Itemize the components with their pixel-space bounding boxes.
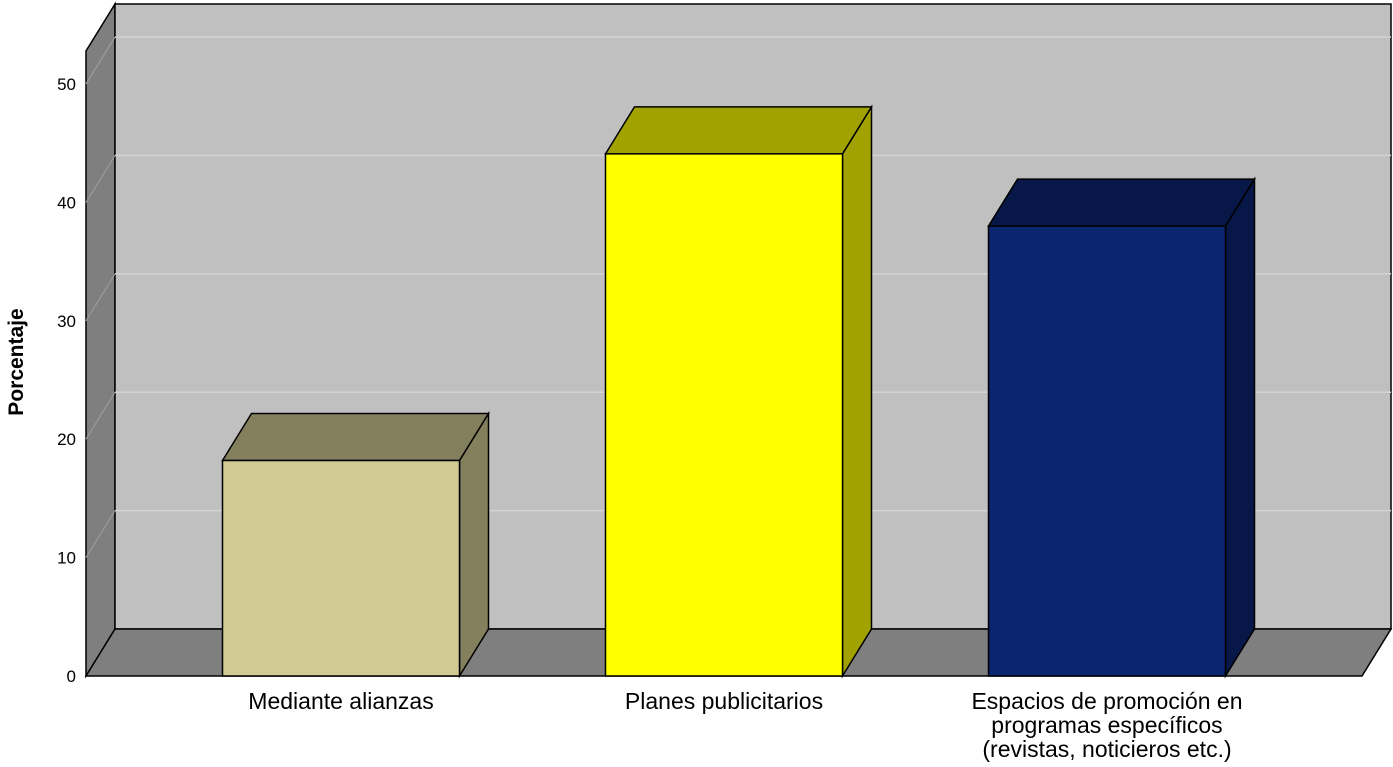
bars [221, 104, 1256, 679]
bar-top [604, 106, 873, 155]
side-grid-line [85, 36, 116, 85]
x-axis: Mediante alianzas Planes publicitarios Esp… [248, 688, 1242, 762]
side-grid-line [85, 391, 116, 440]
x-tick-label: Mediante alianzas [248, 688, 433, 714]
y-tick-label: 30 [57, 312, 76, 331]
bar-side [841, 104, 873, 679]
bar-side [1224, 176, 1256, 679]
bar-front [604, 153, 844, 677]
y-tick-label: 20 [57, 430, 76, 449]
bar [987, 176, 1256, 679]
side-grid-line [85, 155, 116, 203]
y-tick-label: 0 [67, 667, 76, 686]
bar-top [221, 412, 490, 462]
bar [221, 410, 490, 679]
y-axis-title: Porcentaje [5, 308, 28, 415]
bar-front [221, 459, 461, 677]
x-tick-label: Espacios de promoción en programas especí… [971, 688, 1242, 762]
chart-side-wall [85, 1, 116, 679]
side-grid-line [85, 510, 116, 558]
side-grid-line [85, 273, 116, 322]
bar [604, 104, 873, 679]
y-axis: 0 10 20 30 40 50 [57, 75, 76, 686]
bar-front [987, 225, 1227, 677]
y-tick-label: 50 [57, 75, 76, 94]
x-tick-label: Planes publicitarios [625, 688, 823, 714]
bar-top [987, 178, 1256, 227]
y-tick-label: 10 [57, 549, 76, 568]
y-tick-label: 40 [57, 193, 76, 212]
